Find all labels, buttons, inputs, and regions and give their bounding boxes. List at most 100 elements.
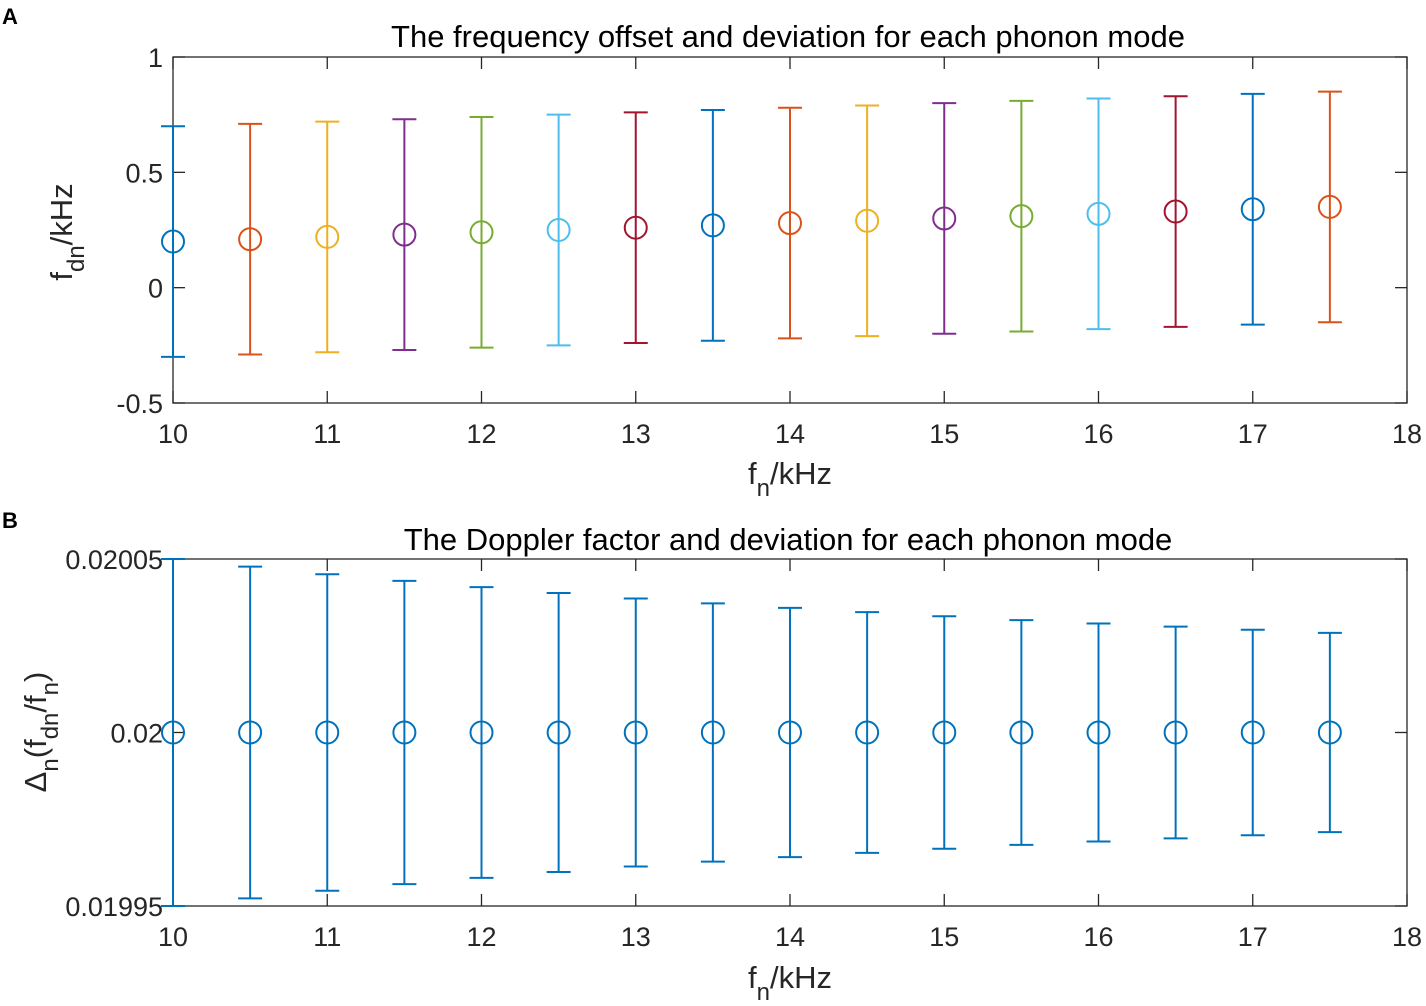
panel-b-errorbar-point <box>315 573 340 892</box>
panel-a-data-marker <box>1086 201 1111 226</box>
panel-b-ylabel-sub1: n <box>37 758 64 771</box>
panel-b-xlabel: fn/kHz <box>748 960 832 1006</box>
panel-b-data-marker <box>778 720 802 745</box>
panel-a-xlabel-rest: /kHz <box>770 456 832 491</box>
panel-b-ylabel-end: ) <box>18 672 53 682</box>
panel-a-data-marker <box>700 213 725 238</box>
panel-a-ylabel-main: f <box>44 272 79 281</box>
panel-b-letter: B <box>2 508 18 533</box>
panel-b-data-marker <box>161 720 185 745</box>
panel-b-xtick-label: 14 <box>775 922 805 952</box>
panel-b-data-marker <box>1240 720 1265 745</box>
panel-a-data-marker <box>161 229 185 254</box>
panel-a-xtick-label: 13 <box>621 419 651 449</box>
panel-b-ytick-label: 0.01995 <box>65 892 163 922</box>
panel-b-errorbar-point <box>1086 622 1111 843</box>
panel-b-ylabel-sub3: n <box>37 682 64 695</box>
panel-a-errorbar-point <box>238 122 263 356</box>
panel-a-data-marker <box>392 222 417 247</box>
panel-a-data-marker <box>1163 199 1188 224</box>
panel-b-xtick-label: 18 <box>1392 922 1422 952</box>
panel-b-errorbar-point <box>1163 625 1188 840</box>
panel-a-errorbar-point <box>700 109 725 342</box>
panel-b-errorbar-point <box>700 602 725 863</box>
panel-a-title: The frequency offset and deviation for e… <box>391 19 1185 54</box>
panel-b-data-marker <box>392 720 417 745</box>
panel-b-errorbar-point <box>855 611 880 854</box>
panel-a-data-marker <box>855 208 880 233</box>
panel-b-errorbar-point <box>238 565 263 900</box>
panel-a-errorbar-point <box>1240 92 1265 326</box>
panel-a-errorbar-point <box>778 106 802 340</box>
panel-a-errorbar-point <box>1163 95 1188 328</box>
panel-a-errorbar-point <box>392 118 417 351</box>
panel-b-ylabel-sub2: dn <box>37 713 64 740</box>
panel-a-xlabel: fn/kHz <box>748 456 832 502</box>
panel-b-data-marker <box>932 720 957 745</box>
panel-a-data-marker <box>623 215 648 240</box>
panel-a-xtick-label: 16 <box>1083 419 1113 449</box>
panel-b-data-marker <box>315 720 340 745</box>
panel-b-errorbar-point <box>778 606 802 859</box>
panel-a-ticks: 10 11 12 13 14 15 16 17 18 -0.5 0 0.5 1 <box>116 43 1422 449</box>
panel-b-ytick-label: 0.02005 <box>65 545 163 575</box>
panel-b-xlabel-sub: n <box>757 979 770 1006</box>
panel-a-xtick-label: 15 <box>929 419 959 449</box>
panel-b-data-marker <box>855 720 880 745</box>
panel-b-ylabel-mid: (f <box>18 739 53 758</box>
panel-b-ylabel-prefix: Δ <box>18 772 53 793</box>
panel-a-data-marker <box>1317 194 1342 219</box>
panel-a-xtick-label: 18 <box>1392 419 1422 449</box>
panel-b-xtick-label: 12 <box>466 922 496 952</box>
panel-b-marks <box>161 558 1342 907</box>
panel-a-xlabel-main: f <box>748 456 757 491</box>
panel-b-data-marker <box>1086 720 1111 745</box>
panel-a-data-marker <box>1009 204 1034 229</box>
panel-a-data-marker <box>315 224 340 249</box>
panel-b-errorbar-point <box>1009 619 1034 846</box>
panel-b-errorbar-point <box>1317 631 1342 834</box>
panel-a-ytick-label: 1 <box>148 43 163 73</box>
panel-a-xtick-label: 11 <box>313 419 341 449</box>
panel-a-data-marker <box>469 220 494 245</box>
panel-a-ylabel-rest: /kHz <box>44 183 79 245</box>
panel-a-ytick-label: -0.5 <box>116 389 163 419</box>
panel-a-errorbar-point <box>1086 97 1111 331</box>
panel-b-data-marker <box>1009 720 1034 745</box>
panel-b: B The Doppler factor and deviation for e… <box>2 508 1422 1006</box>
panel-a-errorbar-point <box>855 104 880 338</box>
panel-b-errorbar-point <box>392 579 417 886</box>
panel-b-xtick-label: 13 <box>621 922 651 952</box>
panel-b-xlabel-main: f <box>748 960 757 995</box>
panel-a-xtick-label: 14 <box>775 419 805 449</box>
panel-b-ylabel: Δn(fdn/fn) <box>18 672 64 793</box>
panel-a-ylabel-sub: dn <box>63 245 90 272</box>
panel-a-errorbar-point <box>161 125 185 358</box>
panel-b-ytick-label: 0.02 <box>110 719 163 749</box>
panel-b-ticks: 10 11 12 13 14 15 16 17 18 0.01995 0.02 0.02005 <box>65 545 1422 952</box>
panel-b-data-marker <box>1317 720 1342 745</box>
panel-b-errorbar-point <box>1240 628 1265 837</box>
panel-b-xtick-label: 10 <box>158 922 188 952</box>
panel-b-xlabel-rest: /kHz <box>770 960 832 995</box>
panel-a-data-marker <box>1240 197 1265 222</box>
panel-a-ytick-label: 0.5 <box>125 158 163 188</box>
panel-a-data-marker <box>932 206 957 231</box>
panel-b-xtick-label: 15 <box>929 922 959 952</box>
panel-a-ylabel: fdn/kHz <box>44 183 90 280</box>
panel-a-xtick-label: 10 <box>158 419 188 449</box>
panel-a-errorbar-point <box>932 102 957 335</box>
panel-b-errorbar-point <box>161 558 185 907</box>
panel-b-data-marker <box>1163 720 1188 745</box>
panel-a-marks <box>161 90 1342 358</box>
panel-a-letter: A <box>2 4 18 29</box>
panel-b-data-marker <box>546 720 571 745</box>
panel-a-xtick-label: 12 <box>466 419 496 449</box>
panel-a-xlabel-sub: n <box>757 475 770 502</box>
panel-a-errorbar-point <box>1317 90 1342 324</box>
panel-b-ylabel-mid2: /f <box>18 695 53 713</box>
panel-a-errorbar-point <box>469 115 494 349</box>
panel-a-data-marker <box>778 211 802 236</box>
panel-a-xtick-label: 17 <box>1238 419 1268 449</box>
panel-b-data-marker <box>238 720 263 745</box>
